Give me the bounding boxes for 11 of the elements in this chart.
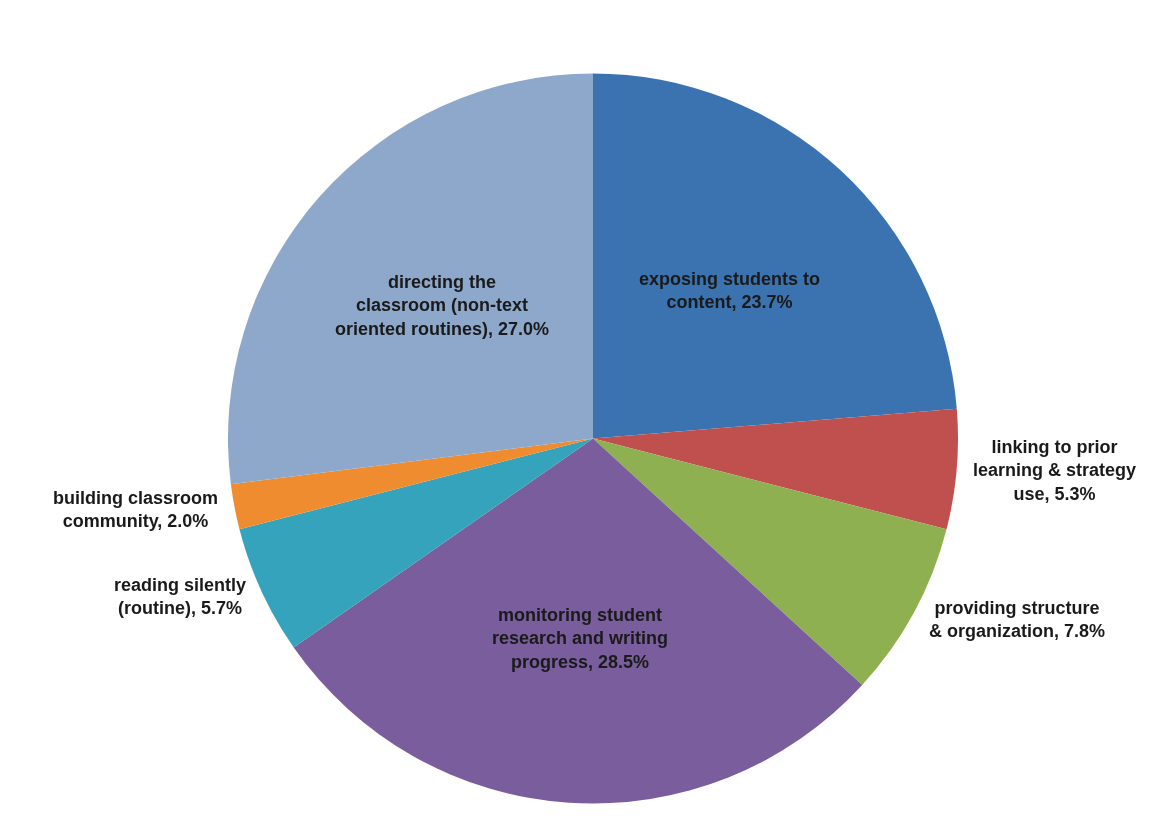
slice-label: monitoring student research and writing progress, 28.5% [492, 605, 669, 672]
pie-slice [593, 73, 957, 439]
slice-label: exposing students to content, 23.7% [639, 269, 821, 313]
pie-slice [593, 408, 958, 530]
pie-slice [228, 73, 593, 485]
pie-slice [293, 438, 863, 803]
slice-label: directing the classroom (non-text oriented routines), 27.0% [335, 272, 550, 339]
slice-label: providing structure & organization, 7.8% [929, 598, 1106, 642]
slice-label: building classroom community, 2.0% [53, 488, 219, 532]
slice-label: linking to prior learning & strategy use, 5.3% [973, 437, 1137, 504]
slice-label: reading silently (routine), 5.7% [114, 575, 247, 619]
